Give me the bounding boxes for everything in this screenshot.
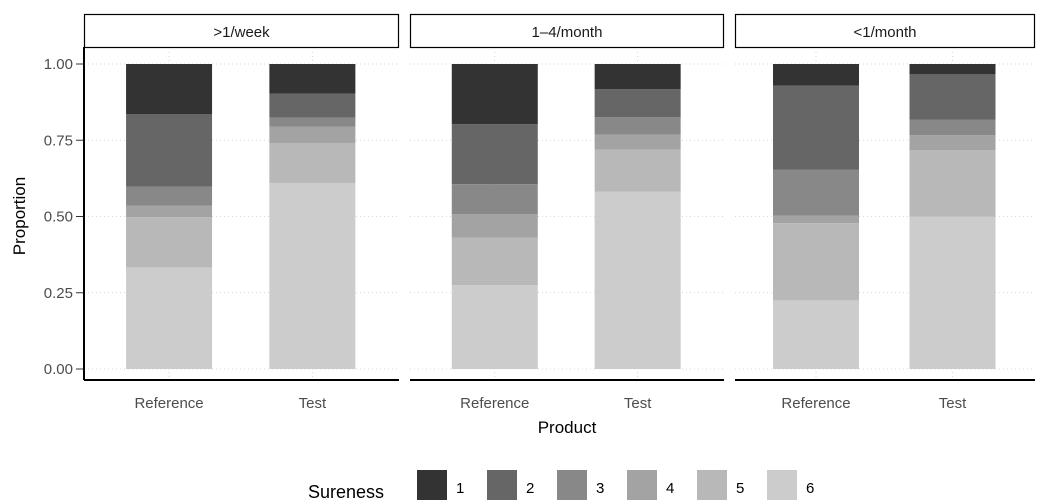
bar-segment	[451, 184, 538, 215]
bar-segment	[773, 223, 859, 301]
facet-strip-label: <1/month	[854, 24, 917, 41]
bar-segment	[269, 126, 356, 143]
bar-segment	[909, 119, 996, 136]
legend-title: Sureness	[308, 482, 384, 502]
bar-segment	[594, 64, 681, 90]
bar-segment	[909, 216, 996, 369]
x-tick-label: Reference	[134, 395, 203, 412]
bar-segment	[773, 169, 859, 216]
bar-segment	[126, 267, 213, 369]
bar-segment	[594, 149, 681, 192]
facet-strip-label: 1–4/month	[532, 24, 603, 41]
plot-layer: 0.00 0.25 0.50 0.75 1.00 >1/week Reference Test…	[44, 13, 1036, 412]
y-axis-title: Proportion	[10, 177, 29, 255]
y-tick-label: 0.25	[44, 285, 73, 302]
bar-segment	[773, 85, 859, 170]
legend-key	[627, 470, 657, 500]
bar-segment	[126, 205, 213, 218]
x-tick-label: Reference	[460, 395, 529, 412]
facet-strip-label: >1/week	[213, 24, 270, 41]
legend-key	[697, 470, 727, 500]
bar-segment	[269, 142, 356, 183]
legend-label: 6	[806, 480, 814, 497]
legend-label: 1	[456, 480, 464, 497]
bar-segment	[451, 124, 538, 185]
legend-label: 2	[526, 480, 534, 497]
bar-segment	[126, 217, 213, 268]
bar-segment	[594, 89, 681, 118]
facet-strip	[734, 13, 1036, 49]
bar-segment	[126, 114, 213, 187]
bar-segment	[773, 215, 859, 224]
bar-segment	[909, 74, 996, 120]
bar-segment	[594, 134, 681, 150]
legend-label: 3	[596, 480, 604, 497]
bar-segment	[909, 150, 996, 217]
legend-key	[487, 470, 517, 500]
y-tick-label: 0.75	[44, 132, 73, 149]
bar-segment	[594, 191, 681, 369]
x-tick-label: Test	[624, 395, 652, 412]
bar-segment	[909, 135, 996, 151]
legend-key	[557, 470, 587, 500]
bar-segment	[773, 300, 859, 369]
bar-segment	[126, 186, 213, 206]
bar-segment	[269, 117, 356, 127]
facet-strip	[83, 13, 400, 49]
x-tick-label: Reference	[781, 395, 850, 412]
y-tick-label: 1.00	[44, 56, 73, 73]
bar-segment	[126, 64, 213, 115]
bar-segment	[269, 93, 356, 118]
legend-key	[767, 470, 797, 500]
bar-segment	[909, 64, 996, 75]
legend-key	[417, 470, 447, 500]
bar-segment	[451, 64, 538, 125]
bar-segment	[594, 117, 681, 135]
x-tick-label: Test	[939, 395, 967, 412]
legend-label: 5	[736, 480, 744, 497]
bar-segment	[451, 285, 538, 369]
facet-strip	[409, 13, 725, 49]
bar-segment	[269, 182, 356, 369]
bar-segment	[269, 64, 356, 94]
x-axis-title: Product	[538, 418, 597, 437]
y-tick-label: 0.50	[44, 209, 73, 226]
x-tick-label: Test	[299, 395, 327, 412]
y-tick-label: 0.00	[44, 361, 73, 378]
bar-segment	[451, 237, 538, 286]
legend-layer: 1 2 3 4 5 6	[417, 470, 814, 500]
bar-segment	[451, 214, 538, 238]
legend-label: 4	[666, 480, 674, 497]
bar-segment	[773, 64, 859, 86]
